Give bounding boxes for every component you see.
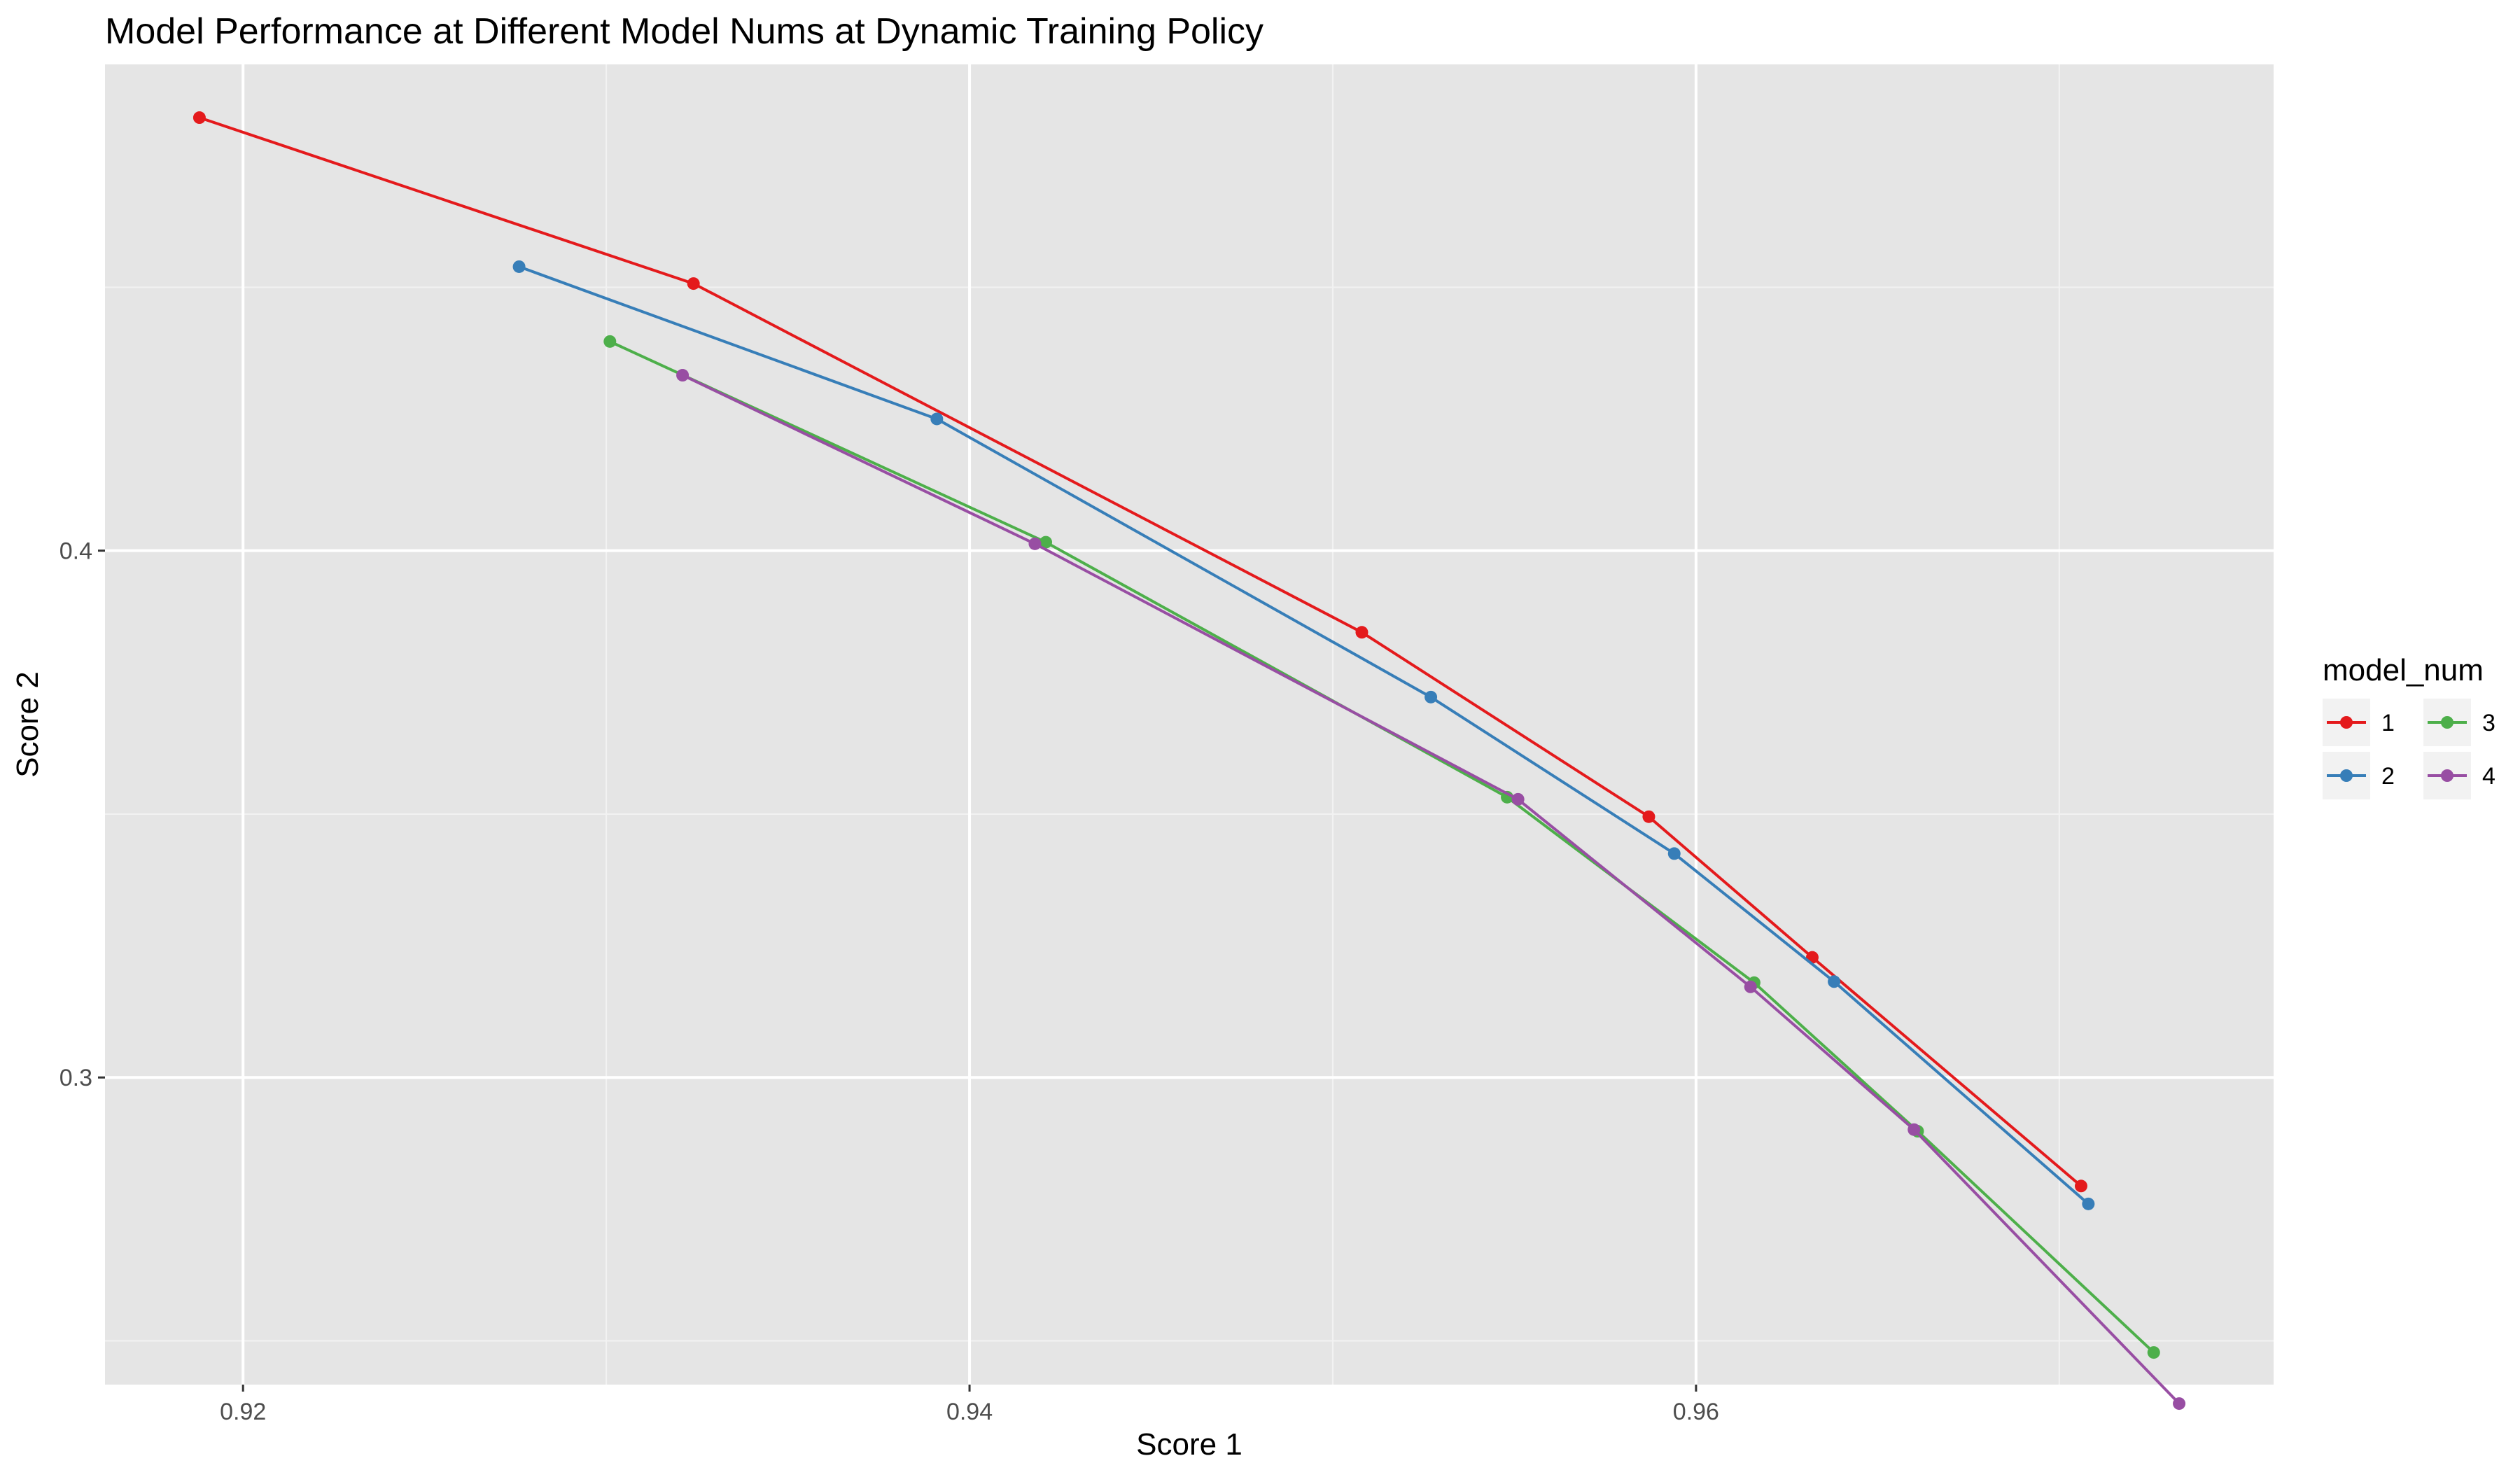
data-point: [2082, 1197, 2095, 1210]
y-tick-label: 0.3: [59, 1065, 92, 1091]
legend: model_num 1 3 2 4: [2323, 653, 2496, 799]
data-point: [676, 369, 690, 382]
data-point: [192, 111, 206, 125]
legend-item-1: 1: [2323, 699, 2395, 746]
legend-item-3: 3: [2423, 699, 2496, 746]
series-line-4: [682, 374, 2180, 1405]
data-point: [2147, 1346, 2160, 1359]
data-point: [687, 277, 700, 290]
data-point: [1028, 537, 1042, 550]
data-point: [1424, 690, 1438, 704]
data-point: [512, 260, 526, 273]
data-point: [1667, 847, 1681, 860]
legend-label: 1: [2381, 710, 2395, 736]
x-tick-label: 0.96: [1673, 1399, 1719, 1425]
data-point: [1040, 536, 1053, 549]
y-axis: 0.3 0.4: [59, 538, 105, 1091]
legend-items: 1 3 2 4: [2323, 699, 2496, 799]
data-point: [1828, 975, 1841, 988]
chart-title: Model Performance at Different Model Num…: [105, 11, 1264, 52]
legend-key-point: [2441, 769, 2454, 782]
legend-label: 2: [2381, 763, 2395, 790]
series-line-1: [199, 116, 2082, 1187]
legend-label: 4: [2482, 763, 2496, 790]
series-line-2: [518, 265, 2090, 1205]
legend-key-point: [2441, 716, 2454, 729]
data-point: [1744, 980, 1757, 993]
grid-layer: [105, 64, 2274, 1385]
data-point: [603, 335, 617, 348]
series-2: [512, 260, 2095, 1210]
series-layer: [192, 111, 2186, 1410]
legend-item-4: 4: [2423, 752, 2496, 799]
legend-key-point: [2340, 716, 2353, 729]
x-axis-title: Score 1: [1136, 1427, 1242, 1462]
x-axis: 0.92 0.94 0.96: [220, 1385, 1719, 1425]
data-point: [1642, 810, 1656, 823]
data-point: [1511, 792, 1525, 806]
series-1: [192, 111, 2087, 1193]
y-axis-title: Score 2: [10, 671, 45, 778]
data-point: [2074, 1180, 2087, 1193]
legend-item-2: 2: [2323, 752, 2395, 799]
legend-key-point: [2340, 769, 2353, 782]
data-point: [930, 412, 944, 426]
y-tick-label: 0.4: [59, 538, 92, 565]
plot-panel: [105, 64, 2274, 1385]
x-tick-label: 0.92: [220, 1399, 266, 1425]
data-point: [1355, 626, 1368, 639]
data-point: [2173, 1397, 2186, 1410]
x-tick-label: 0.94: [946, 1399, 993, 1425]
data-point: [1907, 1123, 1921, 1136]
legend-label: 3: [2482, 710, 2496, 736]
legend-title: model_num: [2323, 653, 2484, 687]
series-4: [676, 369, 2186, 1410]
